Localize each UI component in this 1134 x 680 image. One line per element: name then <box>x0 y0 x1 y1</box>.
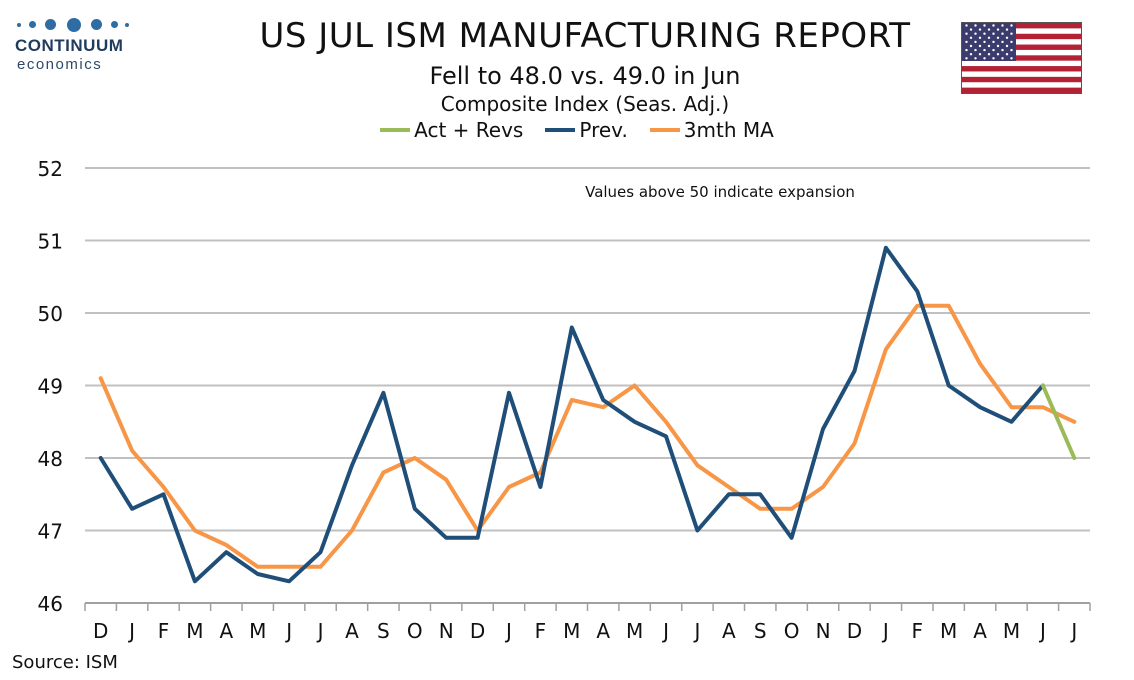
legend-label-ma: 3mth MA <box>683 118 774 142</box>
x-tick-label: J <box>1069 619 1077 643</box>
x-tick-label: A <box>973 619 987 643</box>
x-tick-label: M <box>1003 619 1020 643</box>
legend-label-prev: Prev. <box>579 118 628 142</box>
x-tick-label: J <box>284 619 292 643</box>
x-tick-label: J <box>316 619 324 643</box>
x-tick-label: J <box>661 619 669 643</box>
y-tick-label: 47 <box>38 520 63 544</box>
chart-legend: Act + Revs Prev. 3mth MA <box>0 118 1134 142</box>
x-tick-label: J <box>127 619 135 643</box>
y-tick-label: 48 <box>38 447 63 471</box>
x-tick-label: M <box>563 619 580 643</box>
legend-label-act: Act + Revs <box>414 118 524 142</box>
legend-item-act: Act + Revs <box>380 118 523 142</box>
x-tick-label: J <box>1038 619 1046 643</box>
logo-text: CONTINUUM <box>15 36 124 55</box>
y-tick-label: 46 <box>38 592 63 616</box>
series-line-3mth-ma <box>98 303 1077 569</box>
x-tick-label: F <box>912 619 924 643</box>
x-tick-label: N <box>439 619 454 643</box>
x-tick-label: N <box>816 619 831 643</box>
x-tick-label: A <box>345 619 359 643</box>
logo-dots-icon <box>17 17 129 33</box>
x-tick-label: J <box>692 619 700 643</box>
chart-subtitle: Fell to 48.0 vs. 49.0 in Jun <box>429 62 741 90</box>
y-tick-label: 51 <box>38 230 63 254</box>
x-tick-label: F <box>158 619 170 643</box>
x-tick-label: D <box>847 619 862 643</box>
x-tick-label: M <box>186 619 203 643</box>
continuum-economics-logo: CONTINUUM economics <box>12 14 142 76</box>
chart-subtitle-2: Composite Index (Seas. Adj.) <box>440 92 730 116</box>
series-line-act-revs <box>1040 383 1077 460</box>
legend-swatch-act <box>380 128 411 132</box>
x-tick-label: M <box>940 619 957 643</box>
y-tick-label: 50 <box>38 302 63 326</box>
x-tick-label: D <box>470 619 485 643</box>
legend-item-ma: 3mth MA <box>649 118 774 142</box>
legend-swatch-prev <box>545 128 576 132</box>
x-tick-label: M <box>249 619 266 643</box>
logo-subtext: economics <box>17 56 103 73</box>
us-flag-icon <box>961 22 1082 94</box>
y-tick-label: 52 <box>38 157 63 181</box>
x-tick-label: J <box>881 619 889 643</box>
source-note: Source: ISM <box>12 652 118 673</box>
y-tick-label: 49 <box>38 375 63 399</box>
x-tick-label: A <box>596 619 610 643</box>
chart-annotation: Values above 50 indicate expansion <box>585 183 855 201</box>
x-tick-label: O <box>407 619 423 643</box>
x-tick-label: J <box>504 619 512 643</box>
x-tick-label: S <box>754 619 767 643</box>
chart-title: US JUL ISM MANUFACTURING REPORT <box>259 16 911 56</box>
x-tick-label: F <box>535 619 547 643</box>
x-tick-label: A <box>722 619 736 643</box>
legend-swatch-ma <box>649 128 680 132</box>
x-tick-label: O <box>784 619 800 643</box>
legend-item-prev: Prev. <box>545 118 628 142</box>
x-tick-label: S <box>377 619 390 643</box>
x-tick-label: D <box>93 619 108 643</box>
x-tick-label: M <box>626 619 643 643</box>
x-tick-label: A <box>219 619 233 643</box>
